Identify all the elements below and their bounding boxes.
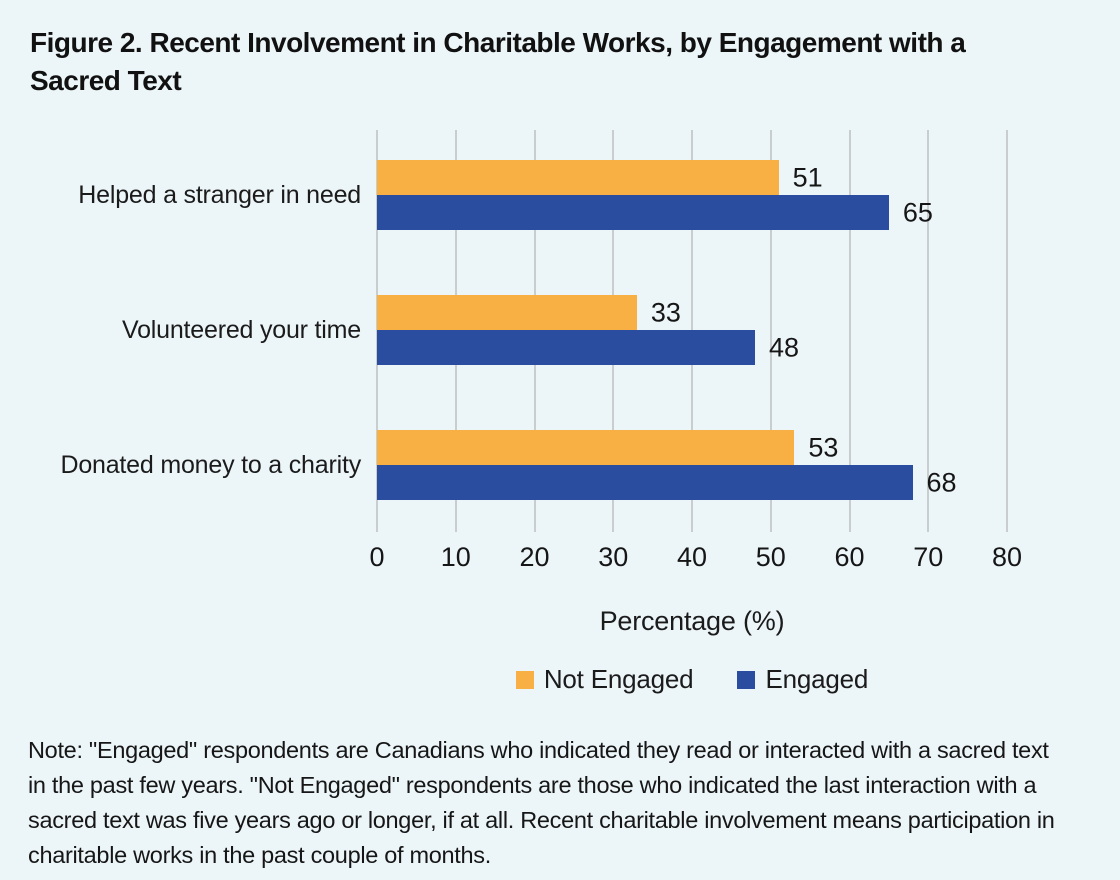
gridline (1006, 130, 1008, 532)
x-tick-label: 70 (913, 542, 944, 572)
category-label: Helped a stranger in need (78, 180, 361, 209)
legend-swatch (515, 670, 534, 689)
legend-item: Engaged (737, 664, 868, 695)
bar-not-engaged: 33 (377, 295, 681, 330)
plot-area: 0 10 20 30 40 50 60 70 80 Helped a stranger in ne… (60, 128, 1022, 572)
note-line-1: Note: "Engaged" respondents are Canadian… (28, 737, 1049, 763)
legend-item: Not Engaged (515, 664, 694, 695)
note-line-2: in the past few years. "Not Engaged" res… (28, 772, 1037, 798)
bar-engaged: 68 (377, 465, 957, 500)
bar-engaged: 65 (377, 195, 933, 230)
x-tick-label: 0 (369, 542, 385, 572)
category-label: Donated money to a charity (60, 450, 361, 479)
value-label: 53 (808, 432, 839, 462)
figure-title: Figure 2. Recent Involvement in Charitab… (30, 24, 966, 100)
value-label: 33 (650, 297, 681, 327)
bar-group: Volunteered your time 33 48 (122, 295, 1007, 365)
value-label: 51 (792, 162, 823, 192)
bar-group: Helped a stranger in need 51 65 (78, 160, 1007, 230)
figure-note: Note: "Engaged" respondents are Canadian… (28, 733, 1055, 873)
note-line-3: sacred text was five years ago or longer… (28, 807, 1055, 833)
legend: Not Engaged Engaged (377, 664, 1007, 695)
bar-not-engaged: 51 (377, 160, 823, 195)
legend-swatch (737, 670, 756, 689)
x-tick-label: 40 (676, 542, 708, 572)
x-tick-label: 30 (598, 542, 629, 572)
gridline (848, 130, 851, 532)
note-line-4: charitable works in the past couple of m… (28, 842, 491, 868)
x-tick-label: 60 (834, 542, 865, 572)
value-label: 68 (926, 467, 957, 497)
x-tick-label: 80 (991, 542, 1023, 572)
bar-group: Donated money to a charity 53 68 (60, 430, 1007, 500)
x-tick-label: 20 (519, 542, 550, 572)
legend-label: Not Engaged (543, 664, 694, 694)
legend-label: Engaged (765, 664, 869, 694)
x-tick-label: 50 (755, 542, 786, 572)
bar-engaged: 48 (377, 330, 799, 365)
category-label: Volunteered your time (121, 315, 361, 344)
figure-title-line-2: Sacred Text (30, 65, 182, 96)
gridline (927, 130, 930, 532)
value-label: 48 (769, 332, 800, 362)
gridline (769, 130, 772, 532)
bar-not-engaged: 53 (377, 430, 838, 465)
value-label: 65 (902, 197, 933, 227)
x-tick-label: 10 (440, 542, 471, 572)
figure-title-line-1: Figure 2. Recent Involvement in Charitab… (30, 27, 966, 58)
x-axis-label: Percentage (%) (599, 606, 785, 636)
